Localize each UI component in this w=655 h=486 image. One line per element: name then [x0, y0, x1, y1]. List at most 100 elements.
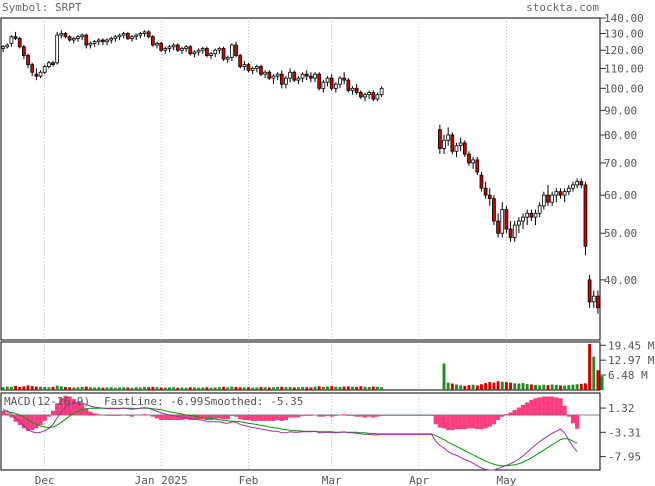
candle-body: [67, 36, 72, 41]
candle-body: [579, 181, 584, 186]
macd-histogram-bar: [5, 413, 10, 415]
price-tick-label: 60.00: [604, 189, 637, 202]
macd-tick-label: -3.31: [608, 426, 641, 439]
macd-histogram-bar: [321, 415, 326, 417]
volume-bar: [192, 387, 196, 390]
macd-histogram-bar: [458, 415, 463, 430]
candle-body: [275, 73, 280, 77]
volume-bar: [338, 387, 342, 390]
volume-bar: [14, 385, 18, 390]
macd-histogram-bar: [96, 414, 101, 415]
candle-body: [471, 159, 475, 164]
macd-histogram-bar: [408, 415, 413, 416]
candle-body: [533, 212, 538, 218]
volume-bar: [230, 386, 234, 390]
candle-body: [284, 77, 288, 85]
volume-bar: [375, 386, 379, 390]
macd-histogram-bar: [508, 412, 513, 415]
candle-body: [42, 66, 47, 73]
volume-bar: [371, 386, 375, 390]
volume-bar: [168, 387, 171, 390]
macd-histogram-bar: [75, 401, 81, 415]
candle-body: [550, 194, 555, 203]
macd-histogram-bar: [267, 415, 272, 421]
macd-histogram-bar: [296, 415, 301, 418]
volume-bar: [326, 386, 329, 390]
price-panel-frame: [0, 17, 601, 341]
macd-histogram-bar: [496, 415, 501, 421]
macd-histogram-bar: [329, 415, 334, 417]
macd-histogram-bar: [575, 415, 580, 429]
candle-body: [554, 191, 559, 196]
macd-histogram-bar: [387, 415, 393, 416]
macd-title: MACD(12-26-9): [4, 395, 90, 408]
candle-body: [300, 73, 305, 79]
candle-body: [263, 71, 267, 75]
volume-bar: [600, 376, 604, 390]
volume-bar: [163, 387, 167, 390]
volume-bar: [492, 382, 496, 390]
volume-bar: [342, 386, 346, 390]
site-name[interactable]: stockta.com: [526, 1, 599, 14]
price-tick-label: 130.00: [604, 27, 644, 40]
candle-body: [46, 62, 51, 67]
volume-bar: [504, 382, 508, 390]
candle-body: [238, 55, 243, 67]
macd-histogram-bar: [466, 415, 472, 429]
volume-bar: [93, 387, 97, 390]
x-tick-label: Mar: [322, 474, 342, 486]
macd-histogram-bar: [429, 415, 434, 416]
candle-body: [134, 34, 139, 38]
candle-body: [325, 77, 330, 83]
macd-histogram-bar: [525, 402, 530, 415]
macd-histogram-bar: [55, 403, 60, 415]
volume-bar: [496, 381, 500, 390]
macd-histogram-bar: [416, 415, 422, 416]
candle-body: [180, 48, 184, 51]
macd-histogram-bar: [512, 409, 517, 415]
candle-body: [163, 48, 168, 51]
volume-bar: [579, 383, 583, 390]
volume-bar: [475, 385, 479, 390]
candle-body: [367, 92, 371, 96]
volume-bar: [517, 383, 521, 390]
volume-bar: [263, 387, 267, 390]
macd-histogram-bar: [34, 415, 39, 429]
macd-histogram-bar: [38, 415, 43, 426]
volume-tick-label: 6.48 M: [608, 369, 648, 382]
volume-bar: [525, 384, 529, 390]
candle-body: [379, 87, 384, 96]
candle-body: [171, 44, 176, 48]
candle-body: [358, 92, 363, 98]
macd-histogram-bar: [229, 415, 234, 416]
macd-histogram-bar: [304, 415, 309, 416]
candle-body: [458, 142, 463, 147]
volume-bar: [538, 385, 542, 390]
macd-histogram-bar: [283, 415, 289, 421]
candle-body: [200, 48, 205, 51]
volume-bar: [113, 387, 117, 390]
candle-body: [213, 49, 218, 55]
candle-body: [454, 145, 459, 152]
volume-bar: [471, 384, 475, 390]
volume-bar: [321, 387, 325, 390]
volume-bar: [554, 384, 558, 390]
volume-bar: [188, 387, 192, 390]
volume-bar: [484, 383, 488, 390]
macd-histogram-bar: [142, 414, 147, 415]
volume-bar: [151, 386, 155, 390]
price-tick-label: 120.00: [604, 44, 644, 57]
candle-body: [583, 184, 588, 247]
macd-histogram-bar: [92, 413, 97, 415]
macd-histogram-bar: [279, 415, 284, 421]
macd-histogram-bar: [292, 415, 297, 418]
candle-body: [26, 55, 30, 66]
macd-histogram-bar: [433, 415, 438, 425]
candle-body: [504, 209, 509, 230]
macd-histogram-bar: [242, 415, 247, 421]
candle-body: [59, 33, 64, 36]
volume-bar: [588, 344, 592, 390]
candle-body: [175, 44, 180, 51]
macd-histogram-bar: [117, 415, 122, 416]
